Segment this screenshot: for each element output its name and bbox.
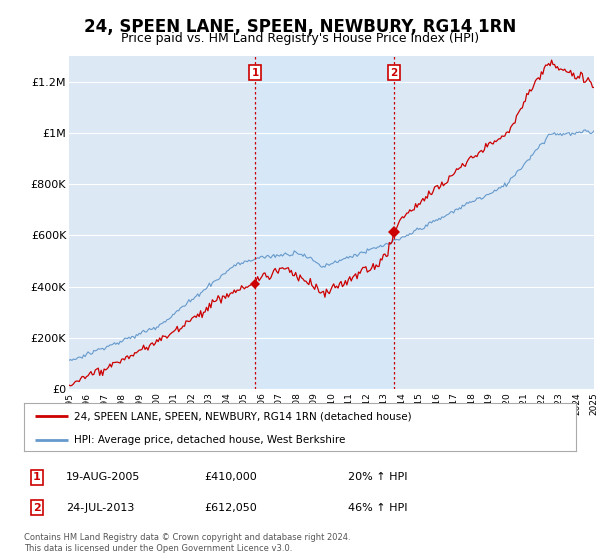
Text: Price paid vs. HM Land Registry's House Price Index (HPI): Price paid vs. HM Land Registry's House … (121, 32, 479, 45)
Text: HPI: Average price, detached house, West Berkshire: HPI: Average price, detached house, West… (74, 435, 345, 445)
Text: £612,050: £612,050 (204, 503, 257, 513)
Text: 24-JUL-2013: 24-JUL-2013 (66, 503, 134, 513)
Text: 24, SPEEN LANE, SPEEN, NEWBURY, RG14 1RN: 24, SPEEN LANE, SPEEN, NEWBURY, RG14 1RN (84, 18, 516, 36)
Text: 2: 2 (33, 503, 41, 513)
Text: £410,000: £410,000 (204, 472, 257, 482)
Text: Contains HM Land Registry data © Crown copyright and database right 2024.: Contains HM Land Registry data © Crown c… (24, 533, 350, 542)
Text: 24, SPEEN LANE, SPEEN, NEWBURY, RG14 1RN (detached house): 24, SPEEN LANE, SPEEN, NEWBURY, RG14 1RN… (74, 411, 412, 421)
Text: 20% ↑ HPI: 20% ↑ HPI (348, 472, 407, 482)
Text: 46% ↑ HPI: 46% ↑ HPI (348, 503, 407, 513)
Bar (255, 56, 394, 389)
Text: 1: 1 (251, 68, 259, 78)
Text: 19-AUG-2005: 19-AUG-2005 (66, 472, 140, 482)
Text: This data is licensed under the Open Government Licence v3.0.: This data is licensed under the Open Gov… (24, 544, 292, 553)
Text: 2: 2 (390, 68, 397, 78)
Text: 1: 1 (33, 472, 41, 482)
